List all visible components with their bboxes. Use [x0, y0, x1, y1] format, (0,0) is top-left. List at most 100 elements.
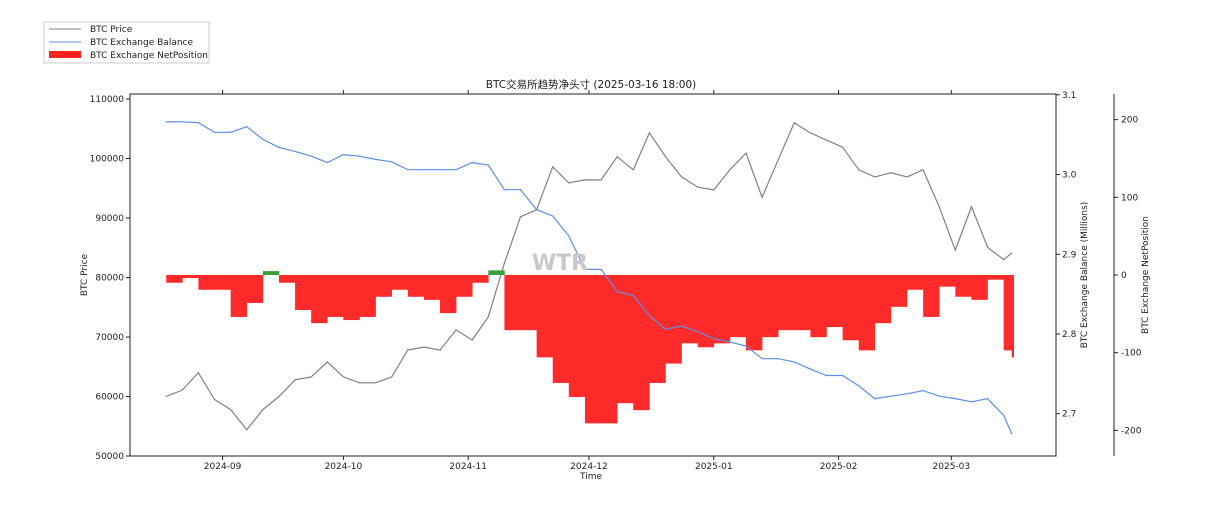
price-point	[552, 166, 554, 168]
netposition-bar	[456, 275, 473, 297]
price-point	[391, 376, 393, 378]
balance-point	[906, 393, 908, 395]
balance-point	[761, 358, 763, 360]
netposition-bar	[890, 275, 908, 307]
netposition-bar	[939, 275, 956, 287]
balance-point	[745, 345, 747, 347]
price-point	[358, 382, 361, 384]
balance-point	[246, 126, 248, 128]
balance-point	[165, 121, 167, 123]
price-point	[745, 152, 747, 154]
price-tick-label: 90000	[95, 214, 124, 224]
balance-point	[697, 331, 699, 333]
balance-point	[922, 390, 924, 392]
price-point	[310, 376, 312, 378]
balance-point	[729, 341, 731, 343]
price-point	[922, 169, 924, 171]
price-point	[326, 361, 328, 363]
legend-label-balance: BTC Exchange Balance	[90, 38, 193, 48]
balance-point	[181, 121, 183, 123]
price-point	[890, 172, 892, 174]
price-point	[230, 408, 232, 411]
price-point	[374, 382, 377, 384]
balance-point	[825, 374, 828, 377]
balance-point	[842, 374, 844, 377]
x-tick-label: 2024-10	[325, 462, 363, 472]
netposition-bar	[520, 275, 537, 331]
netposition-bar	[166, 275, 183, 283]
balance-point	[487, 164, 489, 166]
balance-point	[890, 395, 892, 397]
netposition-bar	[198, 275, 215, 290]
price-point	[197, 372, 200, 374]
price-tick-label: 100000	[90, 154, 125, 164]
balance-point	[1011, 433, 1013, 435]
balance-point	[455, 169, 457, 171]
price-tick-label: 70000	[95, 333, 124, 343]
price-point	[503, 262, 506, 264]
price-point	[584, 179, 586, 181]
balance-point	[552, 215, 554, 217]
balance-point	[342, 153, 344, 156]
price-tick-label: 50000	[95, 452, 124, 462]
netposition-bar	[278, 275, 296, 283]
netposition-bar	[971, 275, 988, 300]
price-point	[262, 408, 264, 411]
balance-point	[519, 189, 522, 191]
balance-tick-label: 2.7	[1062, 410, 1076, 420]
netposition-bar	[536, 275, 554, 358]
netposition-bar	[762, 275, 779, 338]
legend-swatch-netposition	[49, 51, 81, 58]
price-point	[423, 346, 425, 348]
netposition-bar	[987, 275, 1004, 280]
netposition-bar	[923, 275, 940, 317]
price-point	[842, 146, 844, 148]
price-point	[213, 398, 216, 401]
balance-point	[809, 368, 812, 370]
balance-line	[166, 121, 1013, 434]
netposition-tick-label: 200	[1121, 116, 1138, 126]
price-point	[519, 216, 522, 218]
netposition-bar	[375, 275, 392, 297]
price-point	[342, 376, 344, 378]
balance-point	[358, 155, 361, 157]
balance-point	[536, 209, 538, 211]
balance-point	[793, 361, 795, 363]
balance-point	[230, 131, 232, 133]
balance-point	[616, 291, 618, 293]
netposition-bar	[665, 275, 682, 364]
netposition-bar	[633, 275, 650, 411]
netposition-bar	[343, 275, 360, 321]
price-point	[874, 176, 876, 178]
chart-title: BTC交易所趋势净头寸 (2025-03-16 18:00)	[486, 78, 696, 91]
balance-point	[680, 325, 683, 327]
price-point	[616, 156, 618, 158]
price-point	[487, 316, 489, 318]
balance-axis-label: BTC Exchange Balance (Millions)	[1080, 202, 1090, 349]
balance-point	[874, 397, 876, 400]
x-tick-label: 2025-01	[695, 462, 733, 472]
price-point	[294, 379, 296, 381]
balance-point	[391, 161, 393, 163]
balance-point	[326, 161, 328, 164]
balance-point	[858, 385, 860, 387]
netposition-bar	[584, 275, 602, 424]
balance-point	[407, 169, 409, 171]
price-point	[793, 122, 795, 124]
netposition-tick-label: 0	[1121, 271, 1127, 281]
balance-point	[471, 161, 473, 164]
price-axis-label: BTC Price	[80, 253, 90, 296]
balance-point	[1003, 414, 1005, 416]
x-tick-label: 2024-12	[570, 462, 608, 472]
price-point	[407, 349, 409, 351]
balance-tick-label: 2.8	[1062, 330, 1077, 340]
netposition-tick-label: -200	[1121, 426, 1142, 436]
plot-area	[165, 121, 1015, 435]
netposition-bar	[214, 275, 231, 290]
x-tick-label: 2024-09	[204, 462, 242, 472]
netposition-bar	[1003, 275, 1013, 351]
balance-point	[713, 338, 715, 340]
x-tick-label: 2024-11	[449, 462, 487, 472]
netposition-bar	[745, 275, 763, 351]
price-point	[906, 176, 908, 178]
